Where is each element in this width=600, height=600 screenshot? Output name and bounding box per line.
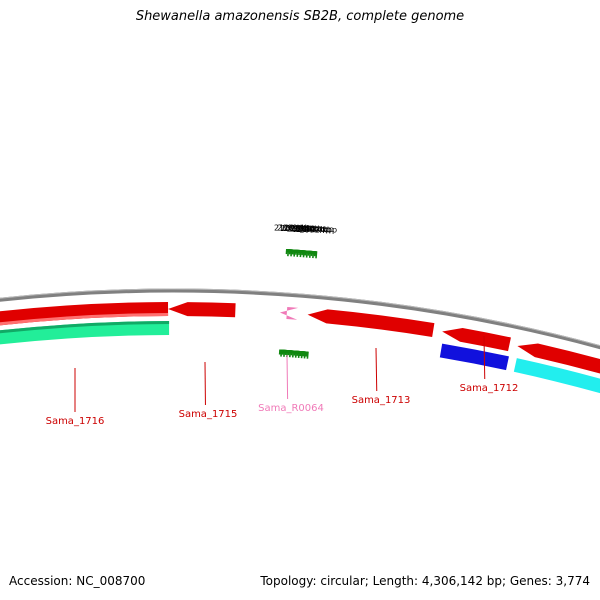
gene-label-leader bbox=[483, 335, 486, 380]
scale-label: 2094 kbp bbox=[293, 225, 331, 234]
gene-label: Sama_R0064 bbox=[258, 403, 324, 414]
scale-label: 2098 kbp bbox=[280, 224, 318, 233]
scale-label: 2099 kbp bbox=[277, 224, 315, 233]
gene-label-leader bbox=[286, 354, 289, 400]
gene-right-edge-forward bbox=[517, 343, 600, 374]
scale-label: 2093 kbp bbox=[296, 225, 334, 234]
gene-label: Sama_1712 bbox=[460, 383, 519, 394]
gene-label: Sama_1713 bbox=[352, 395, 411, 406]
gene-label: Sama_1716 bbox=[46, 416, 105, 427]
scale-label: 2095 kbp bbox=[290, 225, 328, 234]
scale-label: 2096 kbp bbox=[287, 224, 325, 233]
gene-sama-1713 bbox=[307, 309, 435, 337]
genome-info-text: Topology: circular; Length: 4,306,142 bp… bbox=[260, 574, 590, 588]
gene-sama-1715 bbox=[168, 302, 236, 318]
genome-backbone-highlight bbox=[0, 288, 600, 347]
accession-text: Accession: NC_008700 bbox=[9, 574, 146, 588]
tick-marks bbox=[278, 248, 318, 359]
gene-sama-1712-reverse bbox=[439, 343, 509, 371]
gene-labels: Sama_1716 Sama_1715 Sama_R0064 Sama_1713 Sam… bbox=[46, 335, 519, 427]
gene-right-edge-reverse bbox=[513, 358, 600, 394]
scale-label: 2092 kbp bbox=[299, 225, 337, 234]
scale-label: 2100 kbp bbox=[274, 223, 312, 232]
genome-backbone bbox=[0, 288, 600, 350]
rna-sama-r0064 bbox=[279, 307, 299, 320]
gene-label-leader bbox=[375, 347, 378, 392]
gene-label: Sama_1715 bbox=[179, 409, 238, 420]
gene-sama-1712 bbox=[442, 327, 511, 352]
gene-sama-1716-reverse-shade bbox=[0, 320, 170, 334]
scale-label: 2097 kbp bbox=[283, 224, 321, 233]
map-title: Shewanella amazonensis SB2B, complete ge… bbox=[135, 9, 465, 24]
gene-sama-1716-forward-shade bbox=[0, 313, 169, 326]
